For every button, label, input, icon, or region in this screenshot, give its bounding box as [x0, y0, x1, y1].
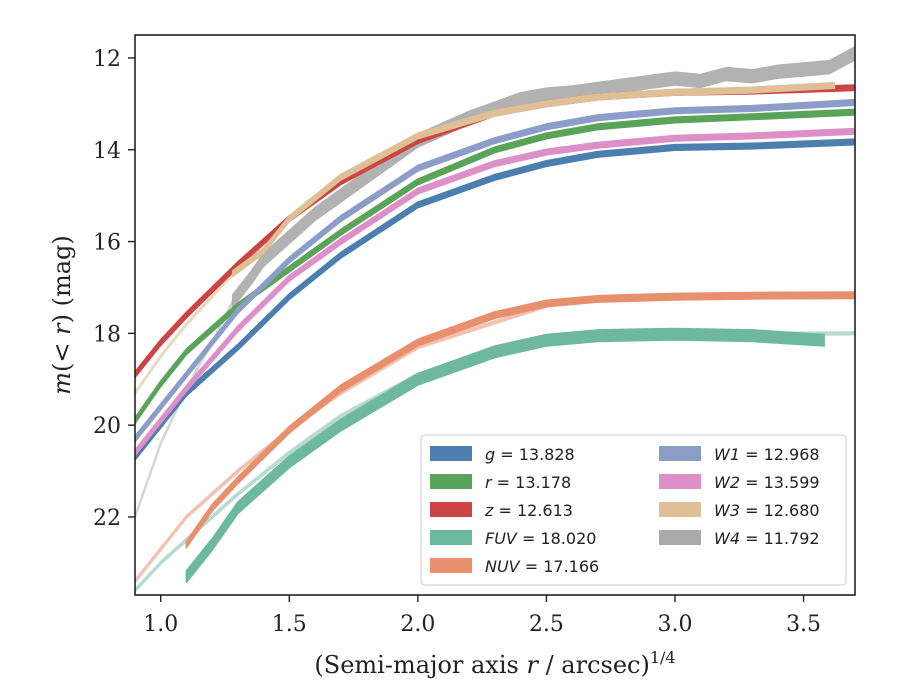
x-tick-label: 1.5	[272, 612, 307, 637]
series-w3-band	[231, 81, 836, 278]
x-tick-label: 3.5	[786, 612, 821, 637]
x-tick-label: 2.5	[529, 612, 564, 637]
plot-area	[135, 46, 855, 593]
legend-swatch	[430, 558, 472, 573]
axes-frame	[134, 34, 856, 596]
legend-label: FUV = 18.020	[485, 529, 596, 548]
legend-label: r = 13.178	[485, 473, 571, 492]
legend-swatch	[430, 502, 472, 517]
x-axis-label: (Semi-major axis r / arcsec)1/4	[314, 648, 675, 679]
legend-swatch	[430, 474, 472, 489]
x-tick-label: 1.0	[143, 612, 178, 637]
series-w2-band	[135, 127, 855, 457]
legend-swatch	[659, 530, 701, 545]
legend-swatch	[430, 446, 472, 461]
legend-label: z = 12.613	[484, 501, 573, 520]
legend: g = 13.828 r = 13.178 z = 12.613 FUV = 18.0…	[420, 434, 847, 586]
legend-label: W1 = 12.968	[714, 445, 820, 464]
series-g-band	[135, 138, 855, 461]
series-fuv-ext-band	[135, 331, 855, 593]
x-tick-label: 3.0	[658, 612, 693, 637]
series-fuv-band	[185, 327, 825, 584]
legend-label: W4 = 11.792	[714, 529, 820, 548]
legend-label: NUV = 17.166	[485, 557, 599, 576]
y-tick-label: 18	[93, 322, 121, 347]
y-tick-label: 14	[93, 139, 121, 164]
y-axis-label: m(< r) (mag)	[48, 235, 76, 395]
series-nuv-band	[185, 291, 855, 549]
y-tick-label: 22	[93, 506, 121, 531]
series-w1-band	[135, 98, 855, 443]
legend-box	[420, 434, 847, 586]
legend-swatch	[430, 530, 472, 545]
y-tick-label: 12	[93, 47, 121, 72]
legend-swatch	[659, 502, 701, 517]
x-tick-label: 2.0	[400, 612, 435, 637]
x-axis-ticks: 1.0 1.5 2.0 2.5 3.0 3.5	[143, 595, 821, 637]
legend-label: g = 13.828	[485, 445, 575, 464]
legend-label: W3 = 12.680	[714, 501, 820, 520]
y-axis-ticks: 12 14 16 18 20 22	[93, 47, 135, 531]
legend-swatch	[659, 446, 701, 461]
legend-label: W2 = 13.599	[714, 473, 820, 492]
y-tick-label: 20	[93, 414, 121, 439]
y-tick-label: 16	[93, 231, 121, 256]
legend-swatch	[659, 474, 701, 489]
